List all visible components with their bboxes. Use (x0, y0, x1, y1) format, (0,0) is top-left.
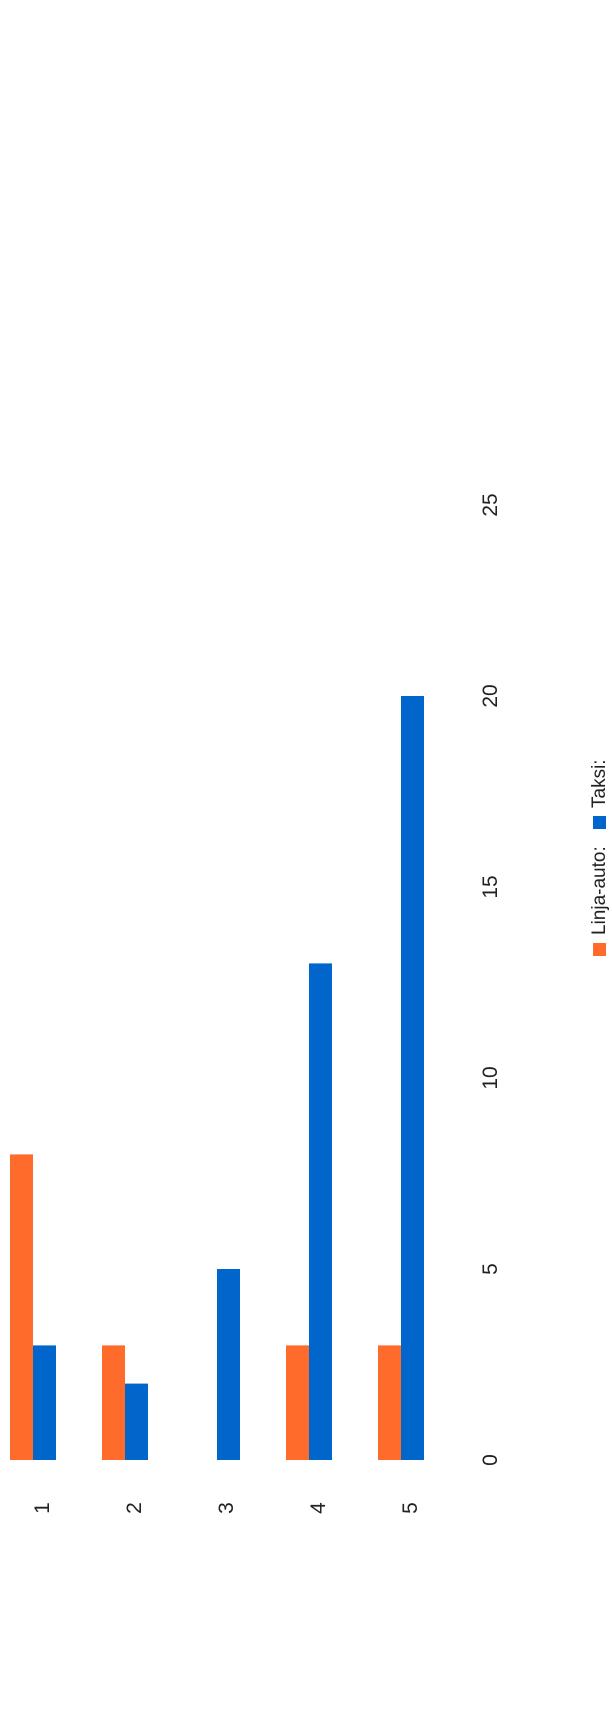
legend-label-taksi: Taksi: (589, 759, 610, 808)
value-axis-ticks: 0 5 10 15 20 25 (479, 493, 502, 1466)
bar-taksi-category-2 (125, 1383, 148, 1460)
value-tick-label: 20 (479, 684, 502, 707)
bar-linja-auto-category-2 (102, 1345, 125, 1460)
category-label-4: 4 (307, 1502, 330, 1514)
legend-label-linja-auto: Linja-auto: (589, 846, 610, 935)
category-label-3: 3 (215, 1502, 238, 1514)
legend-swatch-linja-auto (593, 943, 606, 956)
bar-taksi-category-1 (33, 1345, 56, 1460)
legend-swatch-taksi (593, 816, 606, 829)
value-tick-label: 5 (479, 1263, 502, 1275)
bars-layer (10, 696, 424, 1460)
bar-taksi-category-3 (217, 1269, 240, 1460)
category-label-2: 2 (123, 1502, 146, 1514)
value-tick-label: 0 (479, 1454, 502, 1466)
legend: Linja-auto: Taksi: (589, 759, 610, 956)
category-label-1: 1 (31, 1502, 54, 1514)
value-tick-label: 25 (479, 493, 502, 516)
bar-linja-auto-category-5 (378, 1345, 401, 1460)
bar-linja-auto-category-4 (286, 1345, 309, 1460)
category-axis-labels: 1 2 3 4 5 (31, 1502, 422, 1514)
bar-linja-auto-category-1 (10, 1154, 33, 1460)
category-label-5: 5 (399, 1502, 422, 1514)
value-tick-label: 15 (479, 875, 502, 898)
value-tick-label: 10 (479, 1066, 502, 1089)
bar-taksi-category-5 (401, 696, 424, 1460)
bar-taksi-category-4 (309, 963, 332, 1460)
